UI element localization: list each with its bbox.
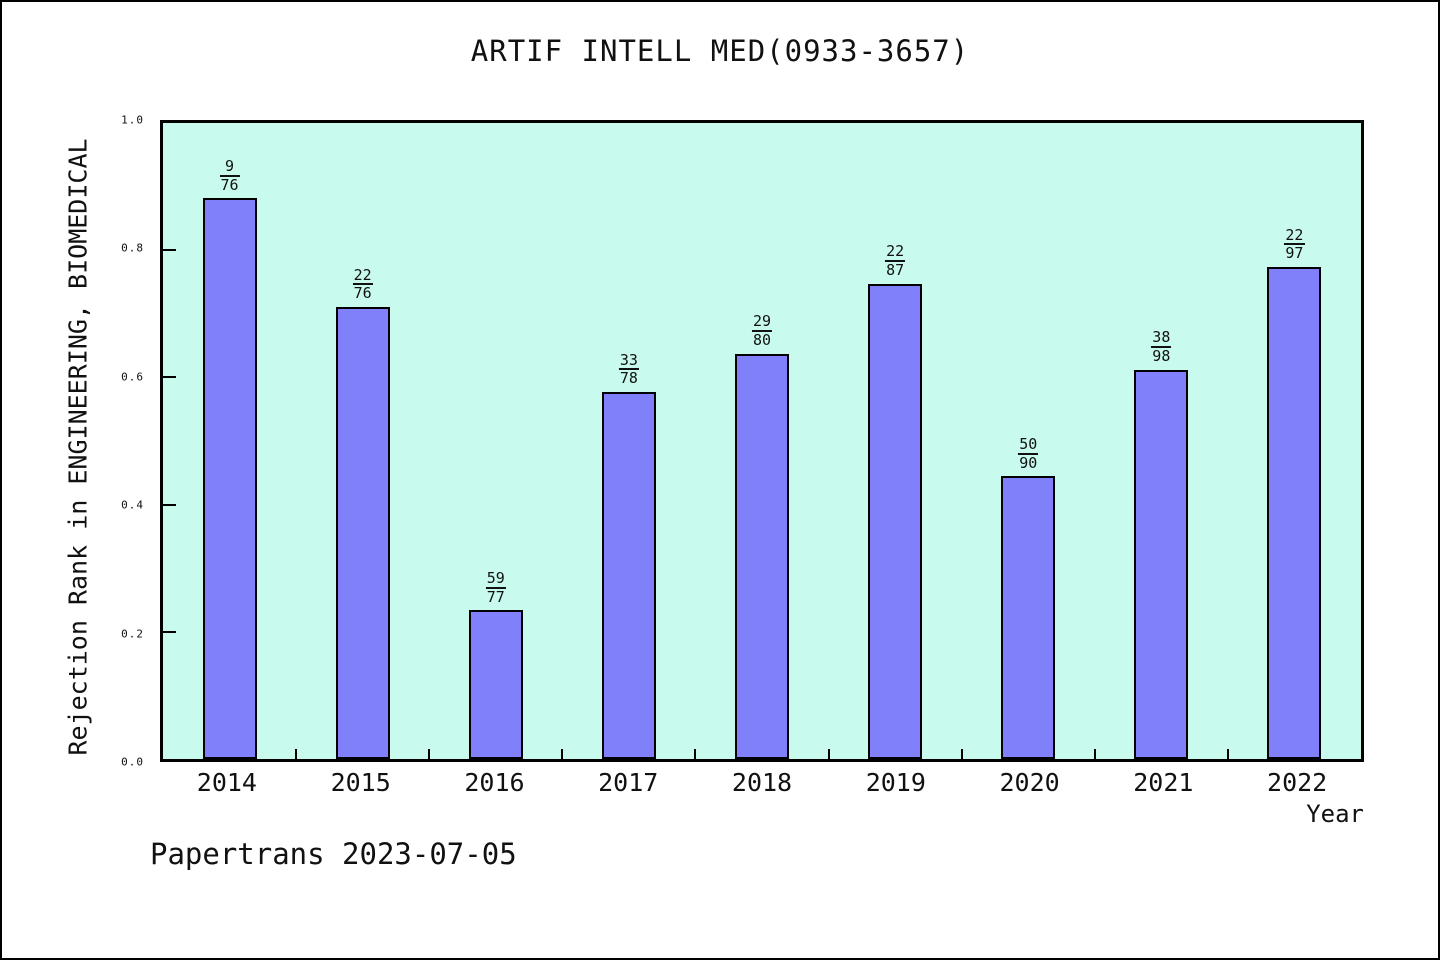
x-axis-title: Year bbox=[1306, 800, 1364, 828]
bar-value-label-2017: 33 78 bbox=[618, 350, 639, 388]
y-tick-label: 0.6 bbox=[121, 370, 144, 384]
bar-2016 bbox=[468, 610, 523, 759]
bar-label-rank: 22 bbox=[885, 242, 906, 263]
bar-label-rank: 9 bbox=[219, 157, 240, 177]
y-tick-label: 1.0 bbox=[121, 113, 144, 127]
x-tick-label-2014: 2014 bbox=[196, 768, 257, 797]
x-minor-tick bbox=[1093, 749, 1096, 759]
bar-label-total: 80 bbox=[752, 330, 772, 349]
bar-2022 bbox=[1267, 267, 1322, 759]
x-tick-label-2021: 2021 bbox=[1133, 768, 1194, 797]
bar-value-label-2022: 22 97 bbox=[1284, 225, 1305, 263]
bar-2014 bbox=[202, 198, 257, 759]
x-axis-tick-labels: 2014 2015 2016 2017 2018 2019 2020 2021 2022 bbox=[160, 768, 1364, 797]
bar-value-label-2020: 50 90 bbox=[1018, 434, 1039, 472]
bar-label-rank: 50 bbox=[1018, 434, 1039, 455]
x-minor-tick bbox=[1226, 749, 1229, 759]
chart-title: ARTIF INTELL MED(0933-3657) bbox=[470, 34, 970, 68]
y-tick bbox=[163, 503, 176, 506]
y-tick bbox=[163, 630, 176, 633]
bar-2015 bbox=[335, 307, 390, 759]
y-tick bbox=[163, 249, 176, 252]
bar-2019 bbox=[868, 283, 923, 759]
bar-2018 bbox=[735, 353, 789, 759]
x-minor-tick bbox=[561, 749, 564, 759]
bar-value-label-2018: 29 80 bbox=[751, 311, 773, 349]
bar-label-total: 78 bbox=[619, 369, 638, 388]
bar-label-rank: 22 bbox=[352, 265, 373, 286]
y-tick-label: 0.0 bbox=[121, 755, 144, 769]
bar-label-total: 76 bbox=[220, 175, 239, 194]
bar-value-label-2021: 38 98 bbox=[1151, 328, 1172, 365]
plot-area: 9 76 22 76 59 77 33 78 29 80 22 87 50 90 38 98 22 97 bbox=[160, 120, 1364, 762]
x-minor-tick bbox=[694, 749, 697, 759]
bar-label-total: 76 bbox=[353, 284, 372, 303]
bar-label-rank: 38 bbox=[1151, 328, 1172, 348]
bar-2020 bbox=[1001, 476, 1056, 759]
x-tick-label-2020: 2020 bbox=[999, 768, 1060, 797]
bar-label-total: 87 bbox=[886, 261, 905, 280]
bar-label-total: 90 bbox=[1019, 453, 1038, 472]
x-minor-tick bbox=[827, 749, 830, 759]
x-tick-label-2015: 2015 bbox=[330, 768, 391, 797]
bar-value-label-2015: 22 76 bbox=[352, 265, 373, 303]
bar-label-rank: 29 bbox=[751, 311, 773, 332]
footer-watermark: Papertrans 2023-07-05 bbox=[150, 837, 517, 871]
y-tick bbox=[163, 376, 176, 379]
bar-2021 bbox=[1134, 369, 1189, 759]
y-axis-tick-labels: 0.0 0.2 0.4 0.6 0.8 1.0 bbox=[2, 114, 152, 769]
y-tick-label: 0.4 bbox=[121, 498, 144, 512]
y-tick-label: 0.8 bbox=[121, 241, 144, 255]
bar-label-total: 98 bbox=[1152, 346, 1171, 365]
bar-label-rank: 59 bbox=[485, 568, 506, 589]
bar-label-rank: 33 bbox=[618, 350, 639, 371]
bar-label-total: 77 bbox=[486, 587, 505, 606]
x-tick-label-2018: 2018 bbox=[731, 768, 793, 797]
x-tick-label-2016: 2016 bbox=[464, 768, 525, 797]
bar-value-label-2019: 22 87 bbox=[885, 242, 906, 280]
x-tick-label-2022: 2022 bbox=[1267, 768, 1328, 797]
y-tick-label: 0.2 bbox=[121, 627, 144, 641]
bar-label-rank: 22 bbox=[1284, 225, 1305, 246]
x-tick-label-2019: 2019 bbox=[865, 768, 926, 797]
x-minor-tick bbox=[960, 749, 963, 759]
bar-value-label-2016: 59 77 bbox=[485, 568, 506, 606]
x-tick-label-2017: 2017 bbox=[598, 768, 659, 797]
x-minor-tick bbox=[295, 749, 298, 759]
x-minor-tick bbox=[428, 749, 431, 759]
bar-label-total: 97 bbox=[1285, 244, 1304, 263]
bar-value-label-2014: 9 76 bbox=[219, 157, 240, 194]
bar-2017 bbox=[601, 392, 656, 759]
